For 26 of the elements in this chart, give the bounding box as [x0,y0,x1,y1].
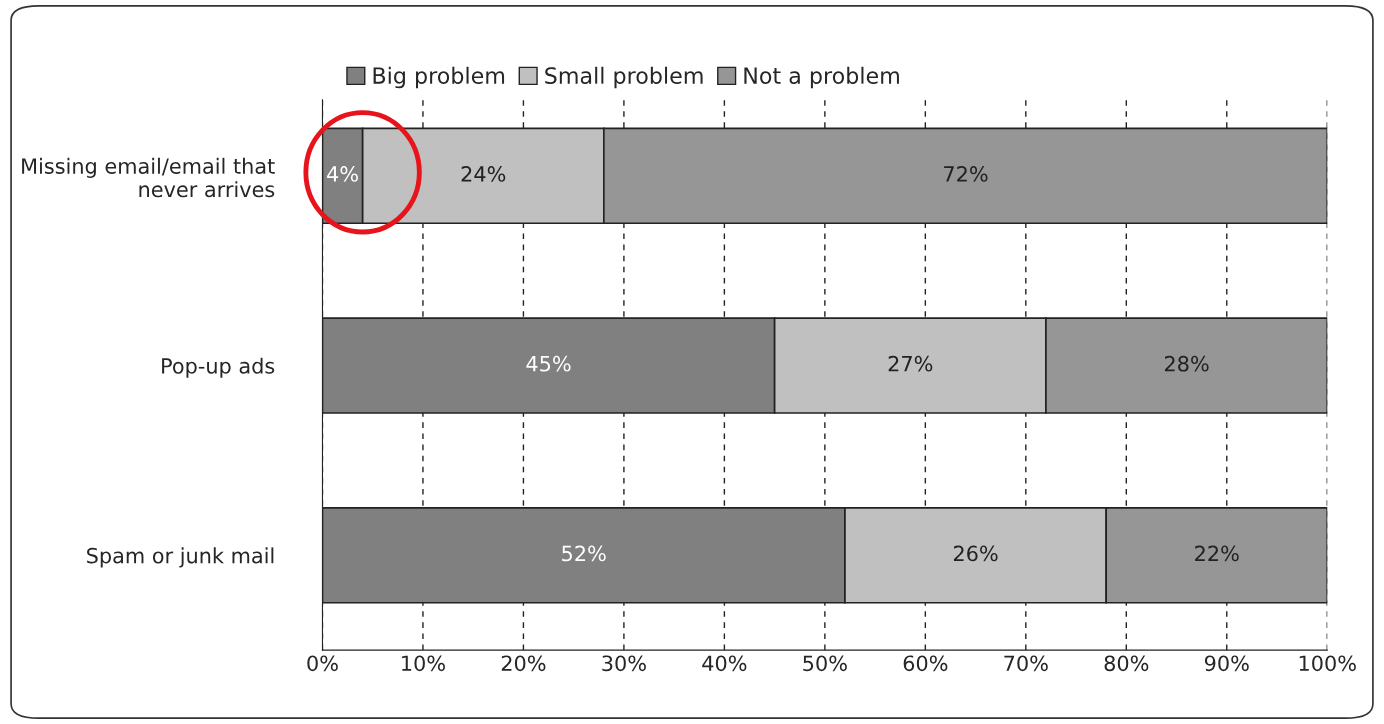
data-label: 28% [1164,355,1209,372]
y-tick-label: Missing email/email that never arrives [22,157,275,198]
x-tick-label: 100% [1299,655,1356,672]
x-tick-label: 80% [1104,655,1149,672]
data-label: 26% [953,545,998,562]
y-tick-label: Spam or junk mail [87,547,274,568]
x-tick-label: 0% [307,655,338,672]
legend-label: Small problem [545,66,703,89]
x-tick-label: 90% [1204,655,1249,672]
x-tick-label: 60% [903,655,948,672]
data-label: 24% [461,166,506,182]
data-label: 22% [1195,545,1239,562]
data-label: 45% [526,355,571,372]
data-label: 4% [327,166,358,182]
x-tick-label: 30% [602,655,646,672]
x-tick-label: 70% [1004,655,1048,672]
y-tick-label: Pop-up ads [162,357,275,378]
legend-label: Big problem [373,66,505,89]
x-tick-label: 50% [803,655,847,672]
data-label: 27% [888,355,933,372]
x-tick-label: 10% [402,655,445,672]
data-label: 52% [562,545,606,562]
x-tick-label: 40% [702,655,747,672]
x-tick-label: 20% [501,655,546,672]
data-label: 72% [944,166,988,182]
legend-label: Not a problem [744,66,899,89]
